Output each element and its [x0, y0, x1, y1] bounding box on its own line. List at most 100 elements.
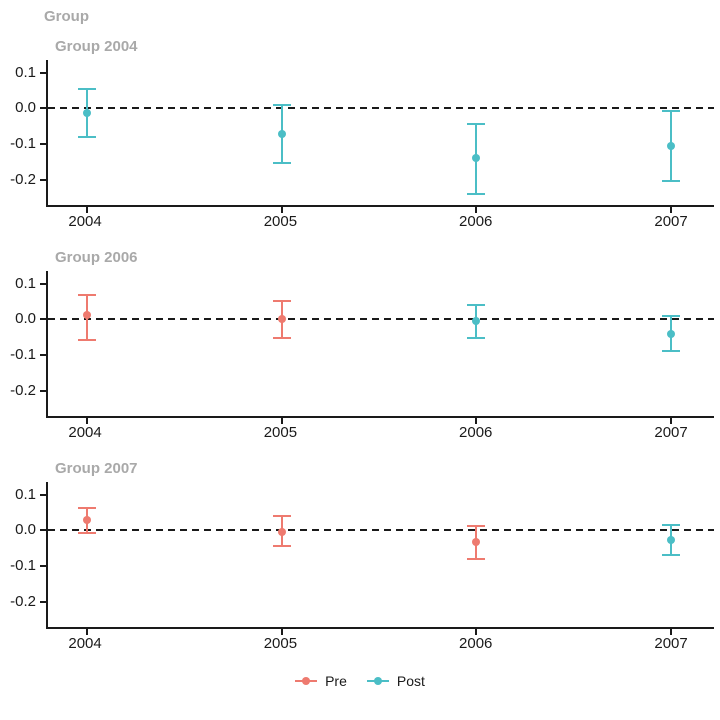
x-axis-tick-label: 2004: [68, 635, 102, 652]
estimate-point: [667, 330, 676, 339]
errorbar-2004-pre: [77, 506, 96, 535]
ci-cap-top: [272, 515, 291, 518]
legend-key-dot: [373, 677, 382, 685]
y-axis-tick-label: 0.1: [15, 485, 36, 503]
plot-area: [46, 60, 714, 213]
x-axis-spacer: [0, 635, 46, 653]
ci-cap-top: [662, 523, 681, 526]
ci-cap-bottom: [662, 350, 681, 353]
x-axis-tick-label: 2007: [654, 635, 688, 652]
legend-label: Post: [396, 673, 425, 689]
estimate-point: [277, 527, 286, 536]
y-axis-tick-mark: [40, 143, 46, 146]
x-axis-tick-label: 2005: [263, 424, 298, 441]
x-axis-tick-label: 2004: [68, 424, 102, 441]
errorbar-2005-pre: [272, 300, 291, 339]
ci-cap-bottom: [272, 545, 291, 548]
plot-row: 0.1 0.0 -0.1 -0.2: [0, 482, 720, 635]
y-axis-tick-mark: [40, 282, 46, 285]
y-axis-tick-label: 0.0: [15, 99, 36, 117]
legend-item-post: Post: [366, 673, 425, 689]
ci-cap-bottom: [272, 161, 291, 164]
x-axis-labels-row: 2004 2005 2006 2007: [0, 213, 720, 231]
estimate-point: [82, 311, 91, 320]
y-axis: 0.1 0.0 -0.1 -0.2: [0, 271, 46, 416]
estimate-point: [82, 515, 91, 524]
estimate-point: [472, 538, 481, 547]
y-axis-tick-mark: [40, 493, 46, 496]
ci-cap-bottom: [467, 193, 486, 196]
errorbar-2005-pre: [272, 515, 291, 548]
y-axis-tick-label: -0.1: [10, 346, 36, 364]
ci-cap-top: [272, 104, 291, 107]
y-axis: 0.1 0.0 -0.1 -0.2: [0, 482, 46, 627]
y-axis-tick-mark: [40, 178, 46, 181]
errorbar-2004-pre: [77, 293, 96, 342]
x-axis-tick-label: 2006: [459, 635, 493, 652]
y-axis-tick-mark: [40, 529, 46, 532]
y-axis-tick-mark: [40, 318, 46, 321]
y-axis-tick-label: -0.1: [10, 135, 36, 153]
errorbar-2006-pre: [467, 524, 486, 560]
x-axis-labels-row: 2004 2005 2006 2007: [0, 635, 720, 653]
errorbar-2004-post: [77, 87, 96, 139]
plot-row: 0.1 0.0 -0.1 -0.2: [0, 271, 720, 424]
ci-cap-bottom: [662, 553, 681, 556]
facet-panels-container: Group 2004 0.1 0.0 -0.1 -0.2 2004 2005 2006 2007…: [0, 38, 720, 653]
x-axis-tick-mark: [475, 629, 478, 635]
plot-row: 0.1 0.0 -0.1 -0.2: [0, 60, 720, 213]
plot-area: [46, 271, 714, 424]
errorbar-2007-post: [662, 315, 681, 353]
errorbar-2006-post: [467, 304, 486, 339]
ci-cap-top: [77, 293, 96, 296]
legend-key-dot: [302, 677, 311, 685]
x-axis-tick-mark: [670, 629, 673, 635]
estimate-point: [472, 154, 481, 163]
ci-cap-top: [467, 304, 486, 307]
ci-cap-top: [467, 524, 486, 527]
y-axis-tick-mark: [40, 389, 46, 392]
y-axis-tick-label: 0.0: [15, 310, 36, 328]
ci-cap-bottom: [467, 557, 486, 560]
y-axis-tick-label: 0.0: [15, 521, 36, 539]
facet-title: Group 2004: [55, 38, 138, 55]
y-axis-tick-label: -0.2: [10, 170, 36, 188]
ci-cap-top: [77, 506, 96, 509]
ci-cap-top: [662, 315, 681, 318]
legend: Pre Post: [0, 671, 720, 691]
ci-cap-bottom: [272, 337, 291, 339]
x-axis-spacer: [0, 424, 46, 442]
facet-panel: Group 2004 0.1 0.0 -0.1 -0.2 2004 2005 2006 2007: [0, 38, 720, 231]
y-axis-tick-label: -0.1: [10, 557, 36, 575]
estimate-point: [667, 141, 676, 150]
ci-cap-bottom: [77, 532, 96, 535]
y-axis-tick-label: 0.1: [15, 63, 36, 81]
x-axis-tick-label: 2005: [263, 635, 298, 652]
x-axis-labels-row: 2004 2005 2006 2007: [0, 424, 720, 442]
x-axis-tick-mark: [85, 418, 88, 424]
facet-panel: Group 2007 0.1 0.0 -0.1 -0.2 2004 2005 2006 2007: [0, 460, 720, 653]
x-axis-tick-mark: [280, 418, 283, 424]
estimate-point: [277, 130, 286, 139]
x-axis-tick-mark: [85, 629, 88, 635]
errorbar-2005-post: [272, 104, 291, 164]
zero-reference-line: [48, 318, 714, 321]
x-axis-tick-mark: [670, 418, 673, 424]
x-axis-labels: 2004 2005 2006 2007: [46, 213, 714, 231]
zero-reference-line: [48, 107, 714, 110]
ci-cap-bottom: [77, 339, 96, 342]
y-axis: 0.1 0.0 -0.1 -0.2: [0, 60, 46, 205]
legend-key-post-icon: [366, 676, 389, 686]
x-axis-tick-label: 2006: [459, 424, 493, 441]
x-axis-tick-mark: [475, 418, 478, 424]
zero-reference-line: [48, 529, 714, 532]
x-axis-tick-label: 2006: [459, 213, 493, 230]
x-axis-tick-mark: [670, 207, 673, 213]
y-axis-tick-mark: [40, 354, 46, 357]
y-axis-tick-mark: [40, 565, 46, 568]
x-axis-tick-mark: [280, 629, 283, 635]
ci-cap-bottom: [467, 336, 486, 339]
errorbar-2007-post: [662, 523, 681, 556]
ci-cap-top: [662, 110, 681, 113]
